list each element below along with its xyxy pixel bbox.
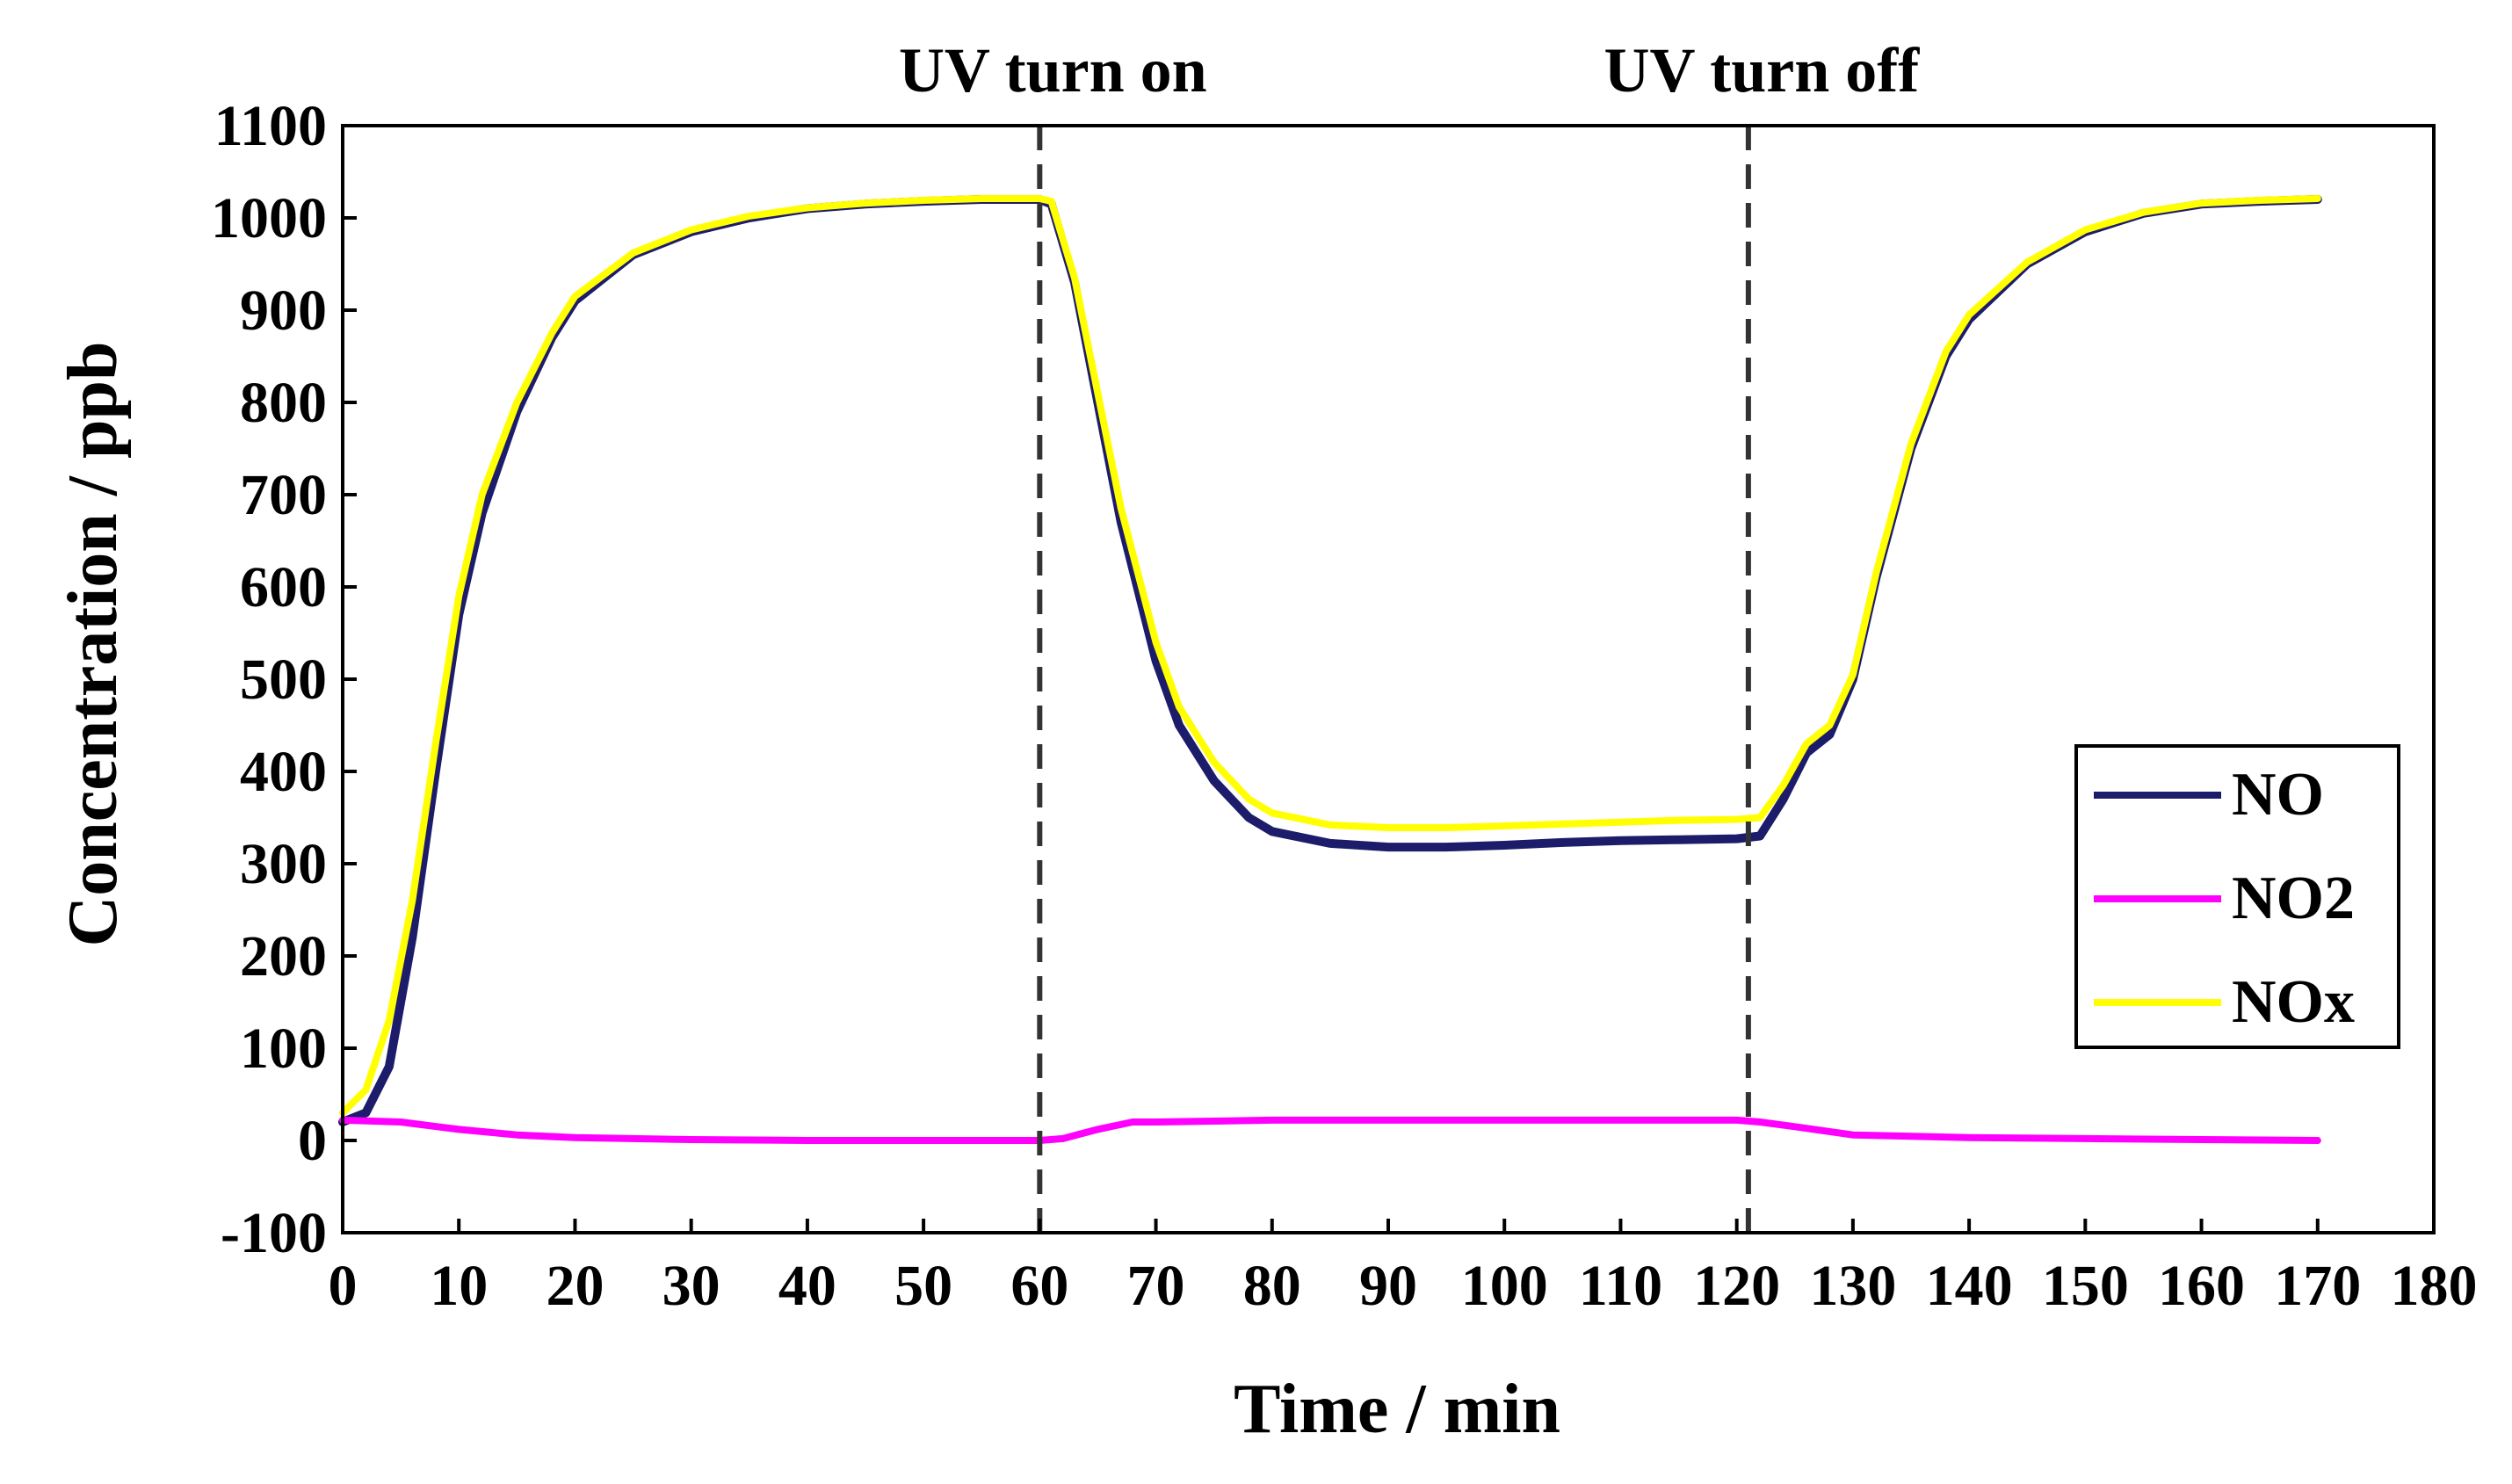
- x-tick-label: 100: [1461, 1254, 1548, 1318]
- y-tick-label: 700: [240, 463, 327, 527]
- annotations: UV turn on UV turn off: [899, 35, 1920, 105]
- y-tick-label: 300: [240, 832, 327, 896]
- plot-background: [343, 126, 2434, 1233]
- x-tick-label: 140: [1926, 1254, 2013, 1318]
- x-tick-label: 40: [778, 1254, 836, 1318]
- x-tick-label: 0: [329, 1254, 358, 1318]
- series-line-nox: [339, 195, 2321, 1117]
- y-tick-label: 800: [240, 371, 327, 435]
- y-axis-title: Concentration / ppb: [54, 342, 132, 947]
- annotation-uv-turn-on: UV turn on: [899, 35, 1207, 105]
- x-tick-label: 160: [2158, 1254, 2245, 1318]
- annotation-uv-turn-off: UV turn off: [1604, 35, 1921, 105]
- x-tick-label: 30: [662, 1254, 720, 1318]
- x-tick-label: 10: [430, 1254, 488, 1318]
- x-axis-title: Time / min: [1234, 1371, 1560, 1448]
- x-tick-label: 120: [1693, 1254, 1780, 1318]
- x-tick-label: 70: [1127, 1254, 1185, 1318]
- x-tick-label: 150: [2042, 1254, 2129, 1318]
- x-tick-label: 180: [2391, 1254, 2478, 1318]
- y-tick-label: 900: [240, 279, 327, 343]
- y-tick-label: 100: [240, 1017, 327, 1081]
- x-tick-label: 130: [1809, 1254, 1896, 1318]
- x-tick-label: 20: [546, 1254, 604, 1318]
- legend-label-nox: NOx: [2232, 968, 2355, 1036]
- y-tick-label: 400: [240, 740, 327, 804]
- plot-area: [343, 126, 2434, 1233]
- axes: 0 10 20 30 40 50 60 70 80 90 100 110 120 130 140 150 160…: [54, 94, 2478, 1448]
- x-tick-label: 170: [2274, 1254, 2361, 1318]
- x-tick-label: 60: [1010, 1254, 1068, 1318]
- y-tick-label: 1100: [214, 94, 327, 158]
- legend-label-no: NO: [2232, 761, 2324, 829]
- series-line-no2: [339, 1116, 2321, 1144]
- x-tick-label: 110: [1579, 1254, 1662, 1318]
- y-tick-label: -100: [221, 1201, 327, 1265]
- series-layer: [338, 195, 2322, 1144]
- x-tick-label: 90: [1359, 1254, 1417, 1318]
- legend-label-no2: NO2: [2232, 865, 2355, 932]
- x-tick-label: 80: [1243, 1254, 1301, 1318]
- y-tick-label: 500: [240, 648, 327, 712]
- x-tick-label: 50: [894, 1254, 952, 1318]
- uv-marker-lines: [1037, 126, 1751, 1233]
- y-tick-label: 200: [240, 924, 327, 988]
- y-tick-label: 1000: [211, 186, 327, 250]
- legend: NO NO2 NOx: [2074, 744, 2400, 1049]
- y-tick-label: 0: [298, 1109, 327, 1173]
- y-tick-label: 600: [240, 555, 327, 619]
